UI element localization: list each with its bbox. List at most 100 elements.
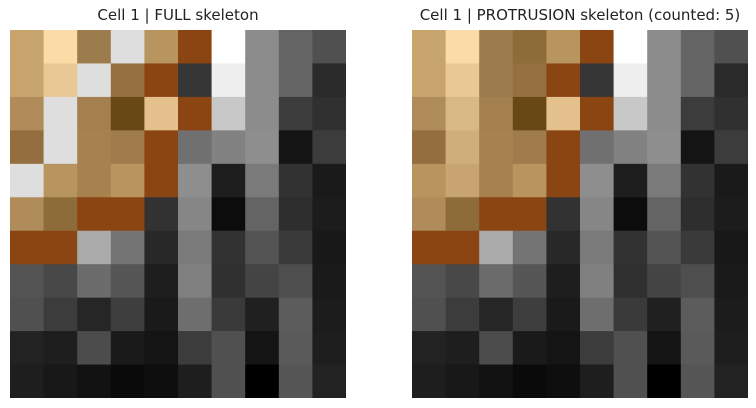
heatmap-cell bbox=[211, 63, 246, 98]
heatmap-cell bbox=[144, 63, 179, 98]
heatmap-cell bbox=[144, 130, 179, 165]
heatmap-cell bbox=[680, 130, 715, 165]
heatmap-cell bbox=[613, 364, 648, 398]
heatmap-cell bbox=[479, 331, 514, 366]
heatmap-cell bbox=[714, 230, 748, 265]
heatmap-cell bbox=[10, 264, 45, 299]
heatmap-cell bbox=[613, 197, 648, 232]
full-skeleton-heatmap bbox=[10, 30, 346, 398]
heatmap-cell bbox=[43, 230, 78, 265]
heatmap-cell bbox=[680, 297, 715, 332]
heatmap-cell bbox=[680, 63, 715, 98]
heatmap-cell bbox=[479, 30, 514, 65]
heatmap-cell bbox=[245, 331, 280, 366]
heatmap-cell bbox=[412, 331, 447, 366]
heatmap-cell bbox=[613, 297, 648, 332]
heatmap-cell bbox=[245, 130, 280, 165]
heatmap-cell bbox=[77, 30, 112, 65]
heatmap-cell bbox=[10, 331, 45, 366]
heatmap-cell bbox=[680, 230, 715, 265]
heatmap-cell bbox=[110, 297, 145, 332]
heatmap-cell bbox=[245, 63, 280, 98]
heatmap-cell bbox=[43, 331, 78, 366]
heatmap-cell bbox=[445, 331, 480, 366]
heatmap-cell bbox=[10, 230, 45, 265]
heatmap-cell bbox=[580, 63, 615, 98]
heatmap-cell bbox=[144, 331, 179, 366]
heatmap-cell bbox=[10, 297, 45, 332]
heatmap-cell bbox=[43, 197, 78, 232]
heatmap-cell bbox=[647, 130, 682, 165]
heatmap-cell bbox=[43, 30, 78, 65]
heatmap-cell bbox=[647, 264, 682, 299]
protrusion-skeleton-heatmap bbox=[412, 30, 748, 398]
heatmap-cell bbox=[613, 264, 648, 299]
heatmap-cell bbox=[479, 96, 514, 131]
heatmap-cell bbox=[479, 230, 514, 265]
heatmap-cell bbox=[110, 197, 145, 232]
heatmap-cell bbox=[647, 63, 682, 98]
heatmap-cell bbox=[144, 297, 179, 332]
heatmap-cell bbox=[178, 230, 213, 265]
heatmap-cell bbox=[10, 63, 45, 98]
heatmap-cell bbox=[77, 230, 112, 265]
heatmap-cell bbox=[144, 163, 179, 198]
heatmap-cell bbox=[580, 297, 615, 332]
heatmap-cell bbox=[412, 230, 447, 265]
heatmap-cell bbox=[211, 163, 246, 198]
heatmap-cell bbox=[43, 96, 78, 131]
heatmap-cell bbox=[77, 163, 112, 198]
heatmap-cell bbox=[178, 264, 213, 299]
heatmap-cell bbox=[479, 364, 514, 398]
heatmap-cell bbox=[512, 130, 547, 165]
heatmap-cell bbox=[613, 96, 648, 131]
heatmap-cell bbox=[245, 297, 280, 332]
heatmap-cell bbox=[445, 130, 480, 165]
heatmap-cell bbox=[479, 63, 514, 98]
heatmap-cell bbox=[278, 197, 313, 232]
heatmap-cell bbox=[479, 163, 514, 198]
heatmap-cell bbox=[178, 197, 213, 232]
heatmap-cell bbox=[211, 297, 246, 332]
heatmap-cell bbox=[412, 30, 447, 65]
heatmap-cell bbox=[647, 96, 682, 131]
heatmap-cell bbox=[43, 364, 78, 398]
heatmap-cell bbox=[110, 96, 145, 131]
heatmap-cell bbox=[77, 96, 112, 131]
heatmap-cell bbox=[580, 230, 615, 265]
heatmap-cell bbox=[445, 197, 480, 232]
heatmap-cell bbox=[278, 264, 313, 299]
heatmap-cell bbox=[110, 63, 145, 98]
heatmap-cell bbox=[110, 364, 145, 398]
heatmap-cell bbox=[278, 30, 313, 65]
heatmap-cell bbox=[77, 197, 112, 232]
heatmap-cell bbox=[211, 331, 246, 366]
heatmap-cell bbox=[110, 331, 145, 366]
heatmap-cell bbox=[714, 264, 748, 299]
heatmap-cell bbox=[613, 163, 648, 198]
heatmap-cell bbox=[412, 197, 447, 232]
heatmap-cell bbox=[445, 30, 480, 65]
heatmap-cell bbox=[144, 264, 179, 299]
heatmap-cell bbox=[312, 63, 346, 98]
heatmap-cell bbox=[178, 96, 213, 131]
heatmap-cell bbox=[245, 364, 280, 398]
heatmap-cell bbox=[245, 230, 280, 265]
heatmap-cell bbox=[479, 264, 514, 299]
heatmap-cell bbox=[110, 230, 145, 265]
heatmap-cell bbox=[546, 364, 581, 398]
heatmap-cell bbox=[312, 30, 346, 65]
heatmap-cell bbox=[278, 364, 313, 398]
heatmap-cell bbox=[714, 297, 748, 332]
heatmap-cell bbox=[211, 130, 246, 165]
heatmap-cell bbox=[211, 30, 246, 65]
heatmap-cell bbox=[278, 297, 313, 332]
heatmap-cell bbox=[178, 364, 213, 398]
heatmap-cell bbox=[512, 63, 547, 98]
heatmap-cell bbox=[714, 197, 748, 232]
heatmap-cell bbox=[546, 96, 581, 131]
heatmap-cell bbox=[144, 30, 179, 65]
heatmap-cell bbox=[412, 297, 447, 332]
heatmap-cell bbox=[412, 130, 447, 165]
heatmap-cell bbox=[43, 163, 78, 198]
